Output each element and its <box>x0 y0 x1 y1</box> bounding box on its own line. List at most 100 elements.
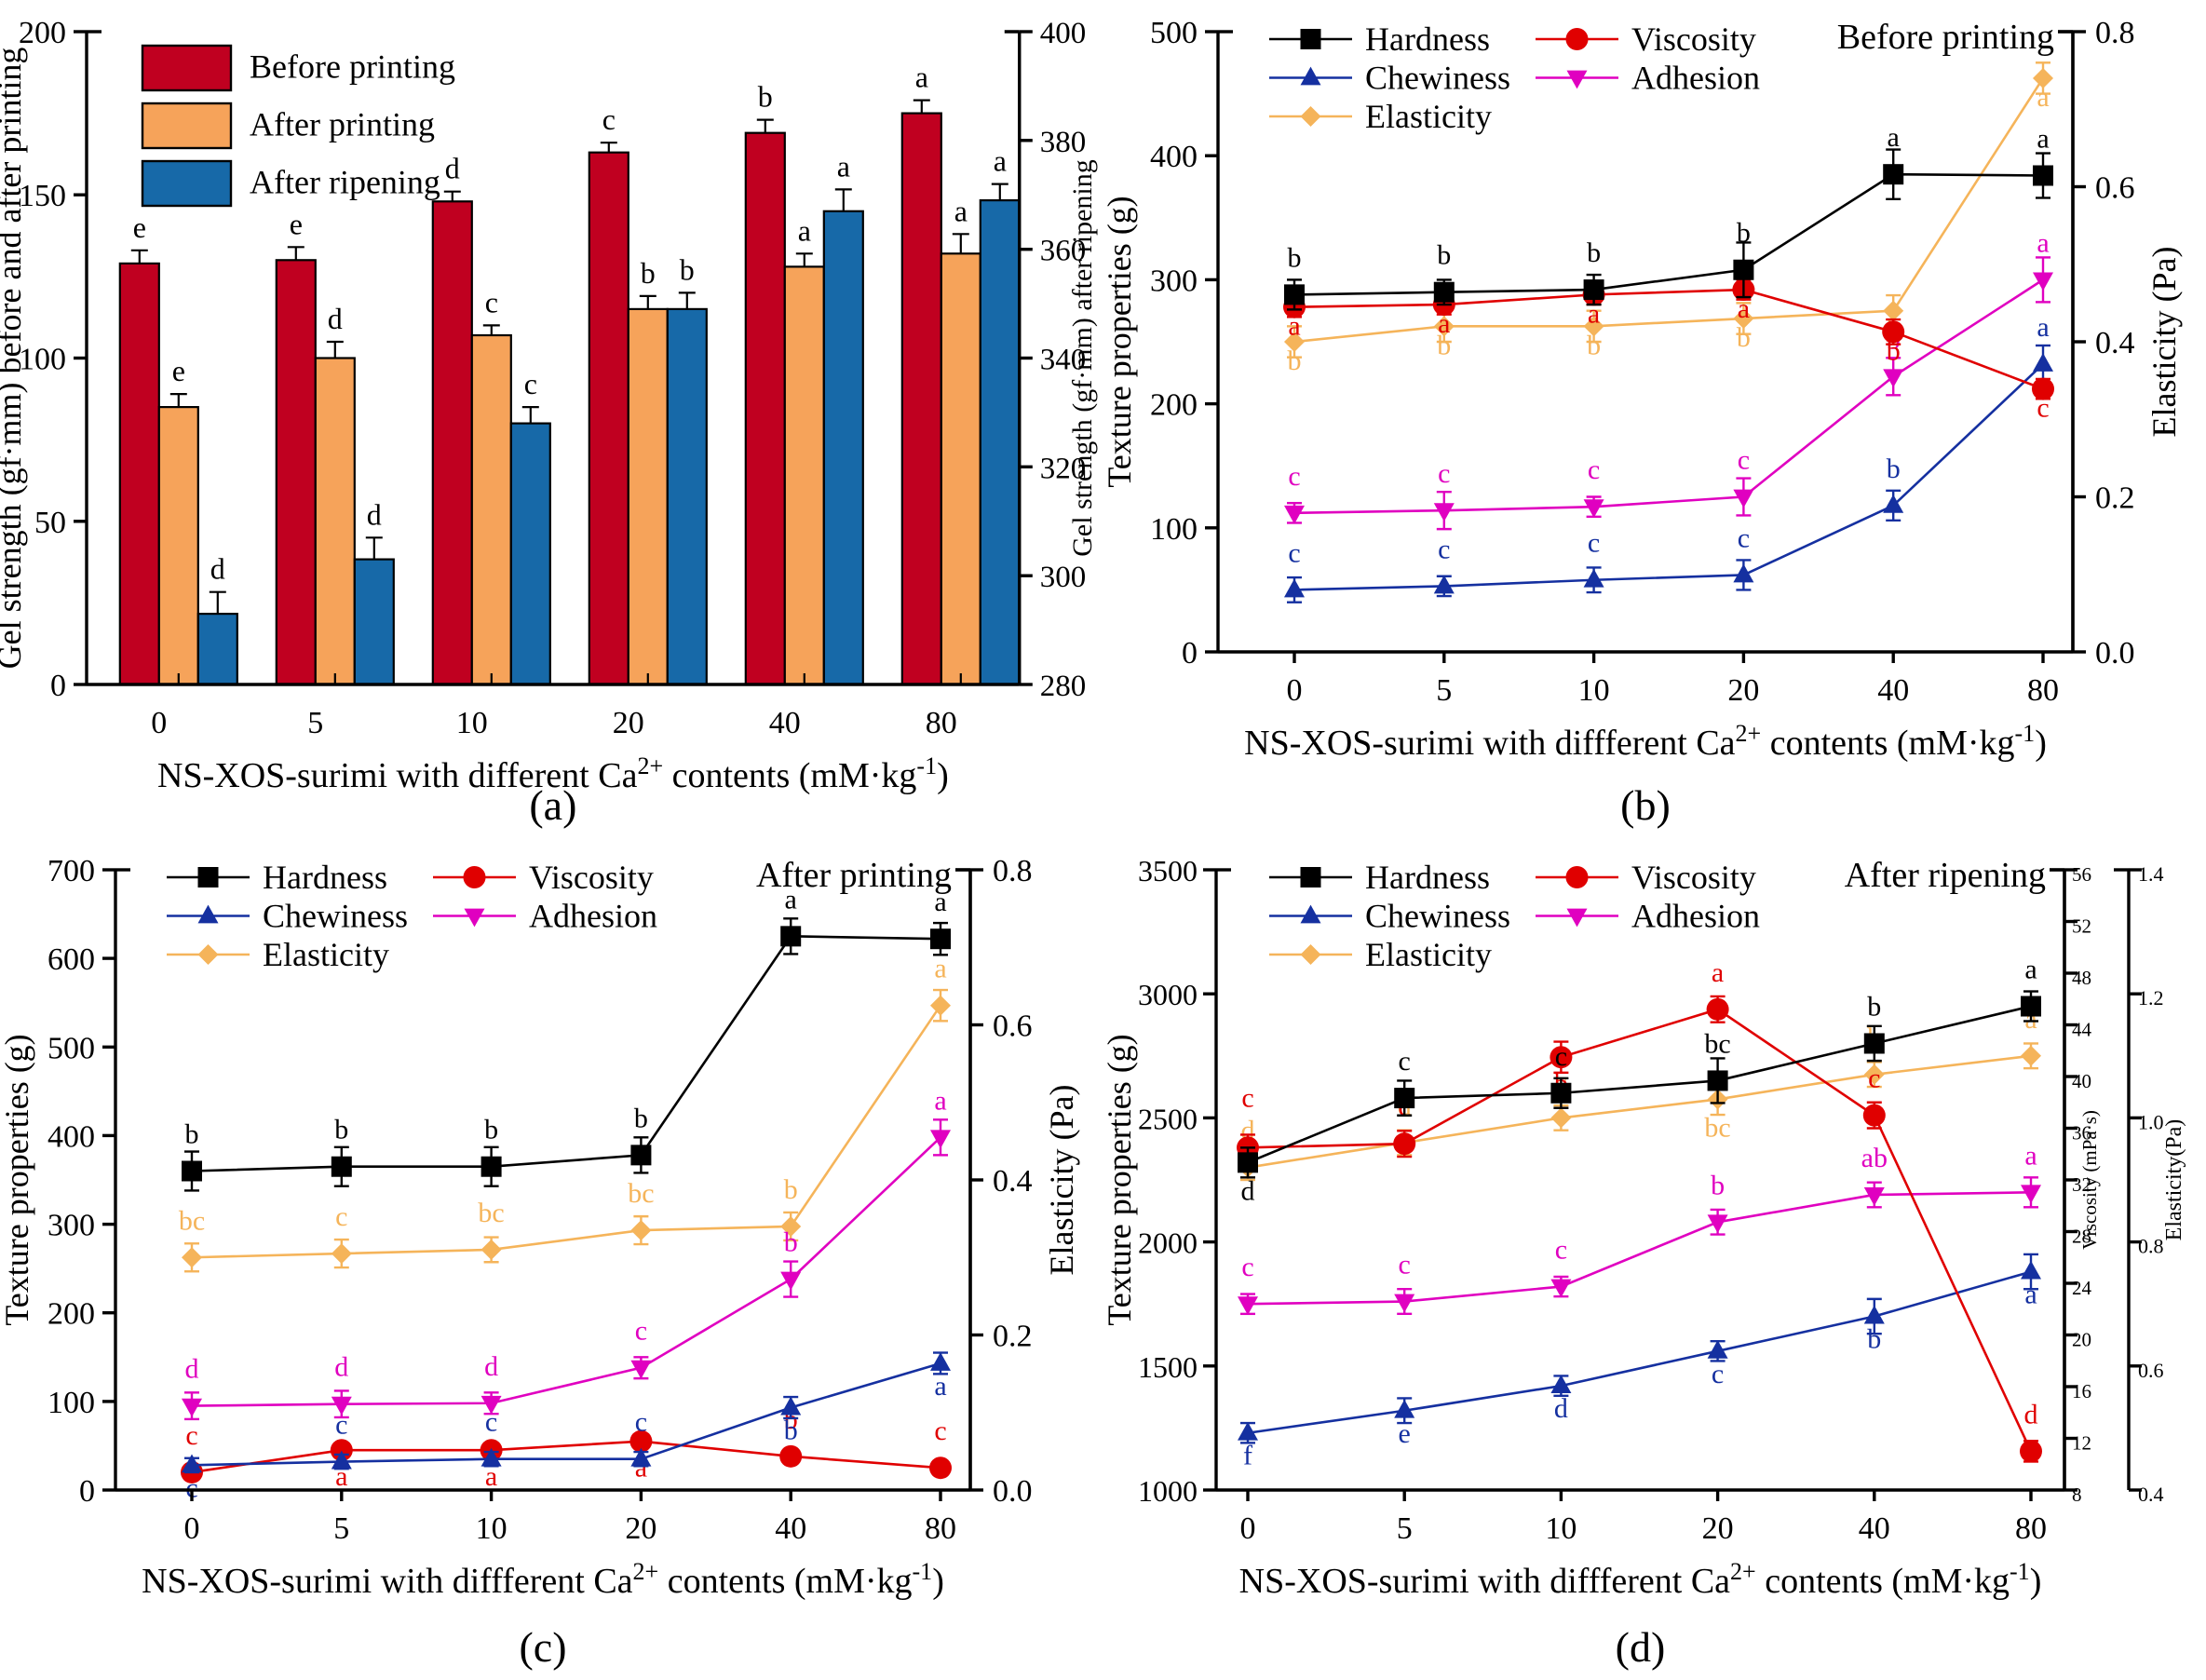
svg-text:c: c <box>1241 1082 1253 1113</box>
svg-text:d: d <box>1554 1393 1568 1424</box>
svg-text:80: 80 <box>2027 673 2059 708</box>
svg-text:5: 5 <box>307 706 323 740</box>
svg-text:Texture properties (g): Texture properties (g) <box>0 1034 35 1325</box>
svg-text:b: b <box>758 80 773 114</box>
svg-text:b: b <box>1867 1324 1881 1355</box>
svg-text:Elasticity: Elasticity <box>263 936 389 973</box>
svg-text:50: 50 <box>34 506 66 540</box>
svg-text:a: a <box>2024 1280 2037 1310</box>
svg-text:d: d <box>1241 1175 1255 1206</box>
svg-text:40: 40 <box>1859 1511 1890 1546</box>
svg-text:(c): (c) <box>519 1623 566 1671</box>
svg-text:1.2: 1.2 <box>2138 986 2164 1009</box>
svg-text:80: 80 <box>2015 1511 2047 1546</box>
svg-text:d: d <box>185 1354 199 1385</box>
svg-text:0.2: 0.2 <box>2095 481 2135 516</box>
svg-text:Adhesion: Adhesion <box>529 898 657 935</box>
svg-text:d: d <box>2024 1399 2038 1429</box>
svg-text:c: c <box>524 367 537 400</box>
svg-text:b: b <box>784 1174 798 1205</box>
svg-text:400: 400 <box>1040 17 1087 50</box>
svg-text:b: b <box>1288 345 1302 376</box>
svg-text:bc: bc <box>179 1205 205 1236</box>
svg-text:b: b <box>1437 240 1451 271</box>
svg-text:c: c <box>1555 1041 1567 1072</box>
svg-text:b: b <box>641 256 656 290</box>
svg-text:20: 20 <box>1702 1511 1734 1546</box>
svg-text:c: c <box>1588 454 1600 485</box>
svg-text:Adhesion: Adhesion <box>1631 60 1760 97</box>
svg-text:d: d <box>334 1352 348 1383</box>
svg-text:52: 52 <box>2072 915 2091 938</box>
svg-text:20: 20 <box>1727 673 1759 708</box>
svg-text:20: 20 <box>625 1511 656 1546</box>
svg-text:e: e <box>290 207 303 240</box>
svg-text:e: e <box>133 210 146 244</box>
svg-text:40: 40 <box>769 706 801 740</box>
svg-text:200: 200 <box>19 16 66 50</box>
svg-text:0.8: 0.8 <box>993 854 1033 888</box>
svg-text:1500: 1500 <box>1138 1350 1198 1384</box>
svg-text:0: 0 <box>1287 673 1303 708</box>
svg-text:12: 12 <box>2072 1432 2091 1455</box>
svg-text:c: c <box>1241 1252 1253 1282</box>
svg-text:a: a <box>2037 312 2049 343</box>
svg-text:f: f <box>1243 1441 1252 1471</box>
svg-text:Viscosity (mPa·s): Viscosity (mPa·s) <box>2078 1110 2101 1250</box>
svg-text:Chewiness: Chewiness <box>263 898 408 935</box>
svg-text:200: 200 <box>1150 388 1198 423</box>
svg-text:380: 380 <box>1040 126 1087 159</box>
svg-text:After ripening: After ripening <box>250 164 440 201</box>
svg-text:0.6: 0.6 <box>2095 171 2135 206</box>
svg-text:bc: bc <box>1704 1028 1730 1059</box>
svg-text:56: 56 <box>2072 863 2091 886</box>
svg-text:5: 5 <box>333 1511 349 1546</box>
svg-text:Elasticity: Elasticity <box>1365 936 1492 973</box>
svg-text:a: a <box>934 1371 946 1402</box>
svg-text:10: 10 <box>476 1511 508 1546</box>
svg-text:d: d <box>367 497 382 531</box>
svg-text:16: 16 <box>2072 1380 2091 1402</box>
svg-text:b: b <box>1867 991 1881 1022</box>
svg-text:NS-XOS-surimi with diffferent: NS-XOS-surimi with diffferent Ca2+ conte… <box>1244 720 2047 764</box>
svg-text:Texture properties (g): Texture properties (g) <box>1103 1034 1138 1325</box>
svg-text:2000: 2000 <box>1138 1226 1198 1260</box>
svg-text:Gel strength (gf·mm) before an: Gel strength (gf·mm) before and after pr… <box>0 47 28 670</box>
svg-text:0.4: 0.4 <box>2095 326 2135 360</box>
svg-text:0.4: 0.4 <box>2138 1483 2164 1506</box>
svg-text:b: b <box>484 1115 498 1145</box>
svg-text:After printing: After printing <box>756 856 952 895</box>
svg-text:0.6: 0.6 <box>2138 1359 2164 1382</box>
svg-text:300: 300 <box>1150 264 1198 298</box>
svg-text:b: b <box>680 252 695 286</box>
svg-text:Elasticity (Pa): Elasticity (Pa) <box>1043 1085 1080 1276</box>
svg-text:0: 0 <box>1182 636 1198 671</box>
svg-text:a: a <box>2037 124 2049 155</box>
svg-text:Viscosity: Viscosity <box>529 859 654 896</box>
svg-text:40: 40 <box>1877 673 1909 708</box>
svg-text:0: 0 <box>79 1474 95 1509</box>
svg-text:d: d <box>328 302 343 335</box>
svg-text:0.6: 0.6 <box>993 1009 1033 1044</box>
svg-text:c: c <box>1399 1046 1411 1077</box>
svg-text:c: c <box>1438 458 1450 489</box>
svg-text:a: a <box>1888 122 1900 153</box>
svg-text:c: c <box>1288 537 1300 568</box>
svg-text:500: 500 <box>47 1031 95 1065</box>
svg-text:b: b <box>1587 237 1601 268</box>
svg-text:b: b <box>1711 1170 1725 1200</box>
svg-text:0.8: 0.8 <box>2138 1235 2164 1258</box>
svg-text:c: c <box>1288 461 1300 492</box>
svg-text:bc: bc <box>1704 1112 1730 1143</box>
svg-text:40: 40 <box>2072 1070 2091 1092</box>
svg-text:1.0: 1.0 <box>2138 1110 2164 1133</box>
svg-text:c: c <box>1712 1359 1724 1389</box>
svg-text:200: 200 <box>47 1297 95 1332</box>
svg-text:Elasticity (Pa): Elasticity (Pa) <box>2145 247 2183 438</box>
svg-text:a: a <box>934 954 946 984</box>
svg-text:b: b <box>784 1227 798 1258</box>
svg-text:(d): (d) <box>1616 1623 1666 1671</box>
svg-text:Viscosity: Viscosity <box>1631 859 1756 896</box>
svg-text:1000: 1000 <box>1138 1474 1198 1508</box>
svg-text:Chewiness: Chewiness <box>1365 898 1510 935</box>
